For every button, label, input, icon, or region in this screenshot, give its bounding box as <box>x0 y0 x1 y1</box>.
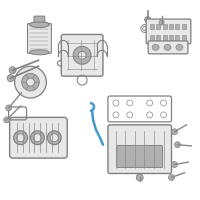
Circle shape <box>172 162 177 168</box>
Circle shape <box>50 134 58 142</box>
Circle shape <box>15 66 46 98</box>
Ellipse shape <box>152 44 159 50</box>
FancyBboxPatch shape <box>61 34 103 76</box>
Bar <box>182 24 186 29</box>
Circle shape <box>145 17 151 23</box>
FancyBboxPatch shape <box>28 24 51 53</box>
Circle shape <box>17 134 25 142</box>
Ellipse shape <box>176 44 183 50</box>
Circle shape <box>7 75 14 82</box>
FancyBboxPatch shape <box>10 117 67 158</box>
Circle shape <box>4 117 10 123</box>
FancyBboxPatch shape <box>148 41 188 54</box>
Bar <box>163 35 167 40</box>
Circle shape <box>172 129 177 135</box>
Bar <box>169 35 173 40</box>
Bar <box>156 35 160 40</box>
FancyBboxPatch shape <box>34 16 45 22</box>
Ellipse shape <box>164 44 171 50</box>
Circle shape <box>174 142 180 148</box>
Bar <box>150 35 154 40</box>
Circle shape <box>169 174 174 180</box>
Circle shape <box>22 73 39 91</box>
Bar <box>175 24 179 29</box>
FancyBboxPatch shape <box>108 125 172 173</box>
Circle shape <box>136 174 143 181</box>
Circle shape <box>14 131 28 145</box>
Circle shape <box>6 105 12 111</box>
Bar <box>169 24 173 29</box>
Circle shape <box>9 67 16 74</box>
Bar <box>150 24 154 29</box>
FancyBboxPatch shape <box>117 145 163 168</box>
FancyBboxPatch shape <box>146 19 191 44</box>
Circle shape <box>78 51 86 59</box>
Circle shape <box>30 131 44 145</box>
Bar <box>163 24 167 29</box>
Bar <box>156 24 160 29</box>
Circle shape <box>141 25 149 32</box>
Ellipse shape <box>30 22 49 28</box>
Circle shape <box>33 134 41 142</box>
Circle shape <box>159 20 164 25</box>
Bar <box>175 35 179 40</box>
Bar <box>182 35 186 40</box>
Circle shape <box>73 46 91 64</box>
Circle shape <box>47 131 61 145</box>
Ellipse shape <box>30 50 49 55</box>
Circle shape <box>27 78 34 86</box>
